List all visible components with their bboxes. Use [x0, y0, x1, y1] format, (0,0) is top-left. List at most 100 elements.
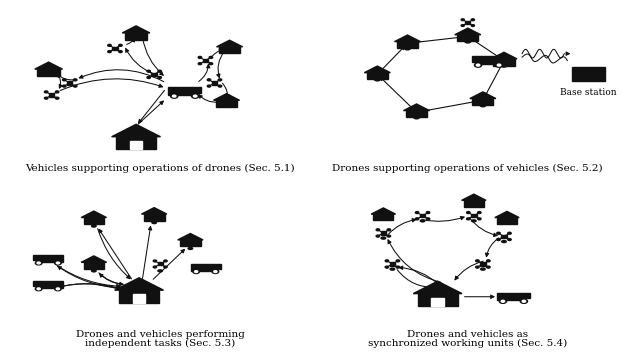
Polygon shape [191, 264, 214, 271]
Circle shape [497, 64, 501, 66]
Text: Vehicles supporting operations of drones (Sec. 5.1): Vehicles supporting operations of drones… [25, 163, 295, 173]
Circle shape [207, 85, 211, 87]
Circle shape [173, 95, 176, 97]
Circle shape [487, 260, 490, 262]
Polygon shape [374, 214, 393, 220]
Polygon shape [371, 208, 396, 214]
Circle shape [476, 64, 480, 66]
Polygon shape [418, 294, 458, 306]
Polygon shape [381, 231, 386, 234]
Polygon shape [501, 235, 507, 238]
Circle shape [387, 229, 391, 231]
Circle shape [63, 79, 66, 81]
Circle shape [37, 262, 40, 264]
Circle shape [495, 63, 502, 67]
Polygon shape [115, 278, 163, 290]
Circle shape [467, 218, 470, 220]
Polygon shape [216, 100, 237, 107]
Polygon shape [141, 208, 167, 214]
Circle shape [63, 85, 66, 87]
Polygon shape [491, 52, 517, 59]
Circle shape [420, 219, 426, 223]
Circle shape [477, 211, 481, 214]
Circle shape [153, 260, 156, 262]
Polygon shape [480, 56, 505, 64]
Circle shape [91, 269, 97, 272]
Circle shape [57, 288, 60, 290]
Circle shape [464, 39, 472, 44]
Polygon shape [397, 42, 418, 48]
Polygon shape [212, 81, 217, 84]
Polygon shape [35, 62, 62, 69]
Polygon shape [81, 256, 107, 262]
Circle shape [376, 235, 379, 237]
Circle shape [158, 70, 161, 72]
Circle shape [219, 85, 222, 87]
Circle shape [471, 219, 477, 223]
Circle shape [35, 261, 42, 265]
Polygon shape [472, 56, 480, 62]
Circle shape [381, 236, 386, 240]
Polygon shape [41, 281, 63, 288]
Circle shape [57, 262, 60, 264]
Polygon shape [389, 262, 395, 266]
Circle shape [198, 63, 202, 65]
Polygon shape [158, 262, 163, 265]
Circle shape [187, 247, 193, 250]
Polygon shape [49, 93, 55, 97]
Polygon shape [112, 124, 161, 137]
Polygon shape [219, 47, 240, 53]
Polygon shape [497, 218, 517, 224]
Text: Base station: Base station [560, 88, 617, 97]
Circle shape [119, 51, 122, 53]
Polygon shape [112, 47, 117, 50]
Circle shape [487, 266, 490, 268]
Polygon shape [151, 73, 157, 76]
Circle shape [461, 25, 464, 27]
Circle shape [475, 266, 479, 268]
Polygon shape [480, 262, 485, 266]
Polygon shape [37, 69, 60, 76]
Circle shape [501, 300, 505, 302]
Text: independent tasks (Sec. 5.3): independent tasks (Sec. 5.3) [85, 339, 236, 349]
Circle shape [147, 70, 151, 72]
Circle shape [195, 271, 198, 272]
Circle shape [153, 266, 156, 268]
Circle shape [477, 218, 481, 220]
Circle shape [415, 218, 419, 220]
Polygon shape [394, 35, 421, 42]
Circle shape [108, 51, 111, 53]
Circle shape [151, 221, 157, 224]
Circle shape [396, 260, 399, 262]
Circle shape [73, 79, 77, 81]
Polygon shape [404, 104, 430, 111]
Circle shape [108, 45, 111, 46]
Circle shape [45, 91, 48, 93]
Polygon shape [457, 35, 479, 41]
Circle shape [219, 79, 222, 81]
Circle shape [73, 85, 77, 87]
Polygon shape [455, 28, 481, 35]
Polygon shape [367, 73, 388, 79]
Circle shape [497, 232, 501, 234]
Polygon shape [494, 59, 514, 65]
Polygon shape [130, 141, 143, 149]
Circle shape [376, 229, 379, 231]
Polygon shape [41, 255, 63, 262]
Circle shape [415, 211, 419, 214]
Polygon shape [464, 200, 484, 206]
Text: Drones supporting operations of vehicles (Sec. 5.2): Drones supporting operations of vehicles… [332, 163, 603, 173]
Circle shape [385, 266, 389, 268]
Circle shape [480, 267, 486, 271]
Circle shape [374, 78, 381, 81]
Circle shape [522, 300, 526, 302]
Circle shape [520, 299, 528, 303]
Circle shape [404, 46, 411, 51]
Circle shape [461, 19, 464, 20]
Polygon shape [217, 40, 242, 47]
Circle shape [164, 260, 167, 262]
Polygon shape [180, 240, 201, 246]
Text: synchronized working units (Sec. 5.4): synchronized working units (Sec. 5.4) [368, 339, 568, 349]
Circle shape [209, 56, 213, 59]
Circle shape [119, 45, 122, 46]
